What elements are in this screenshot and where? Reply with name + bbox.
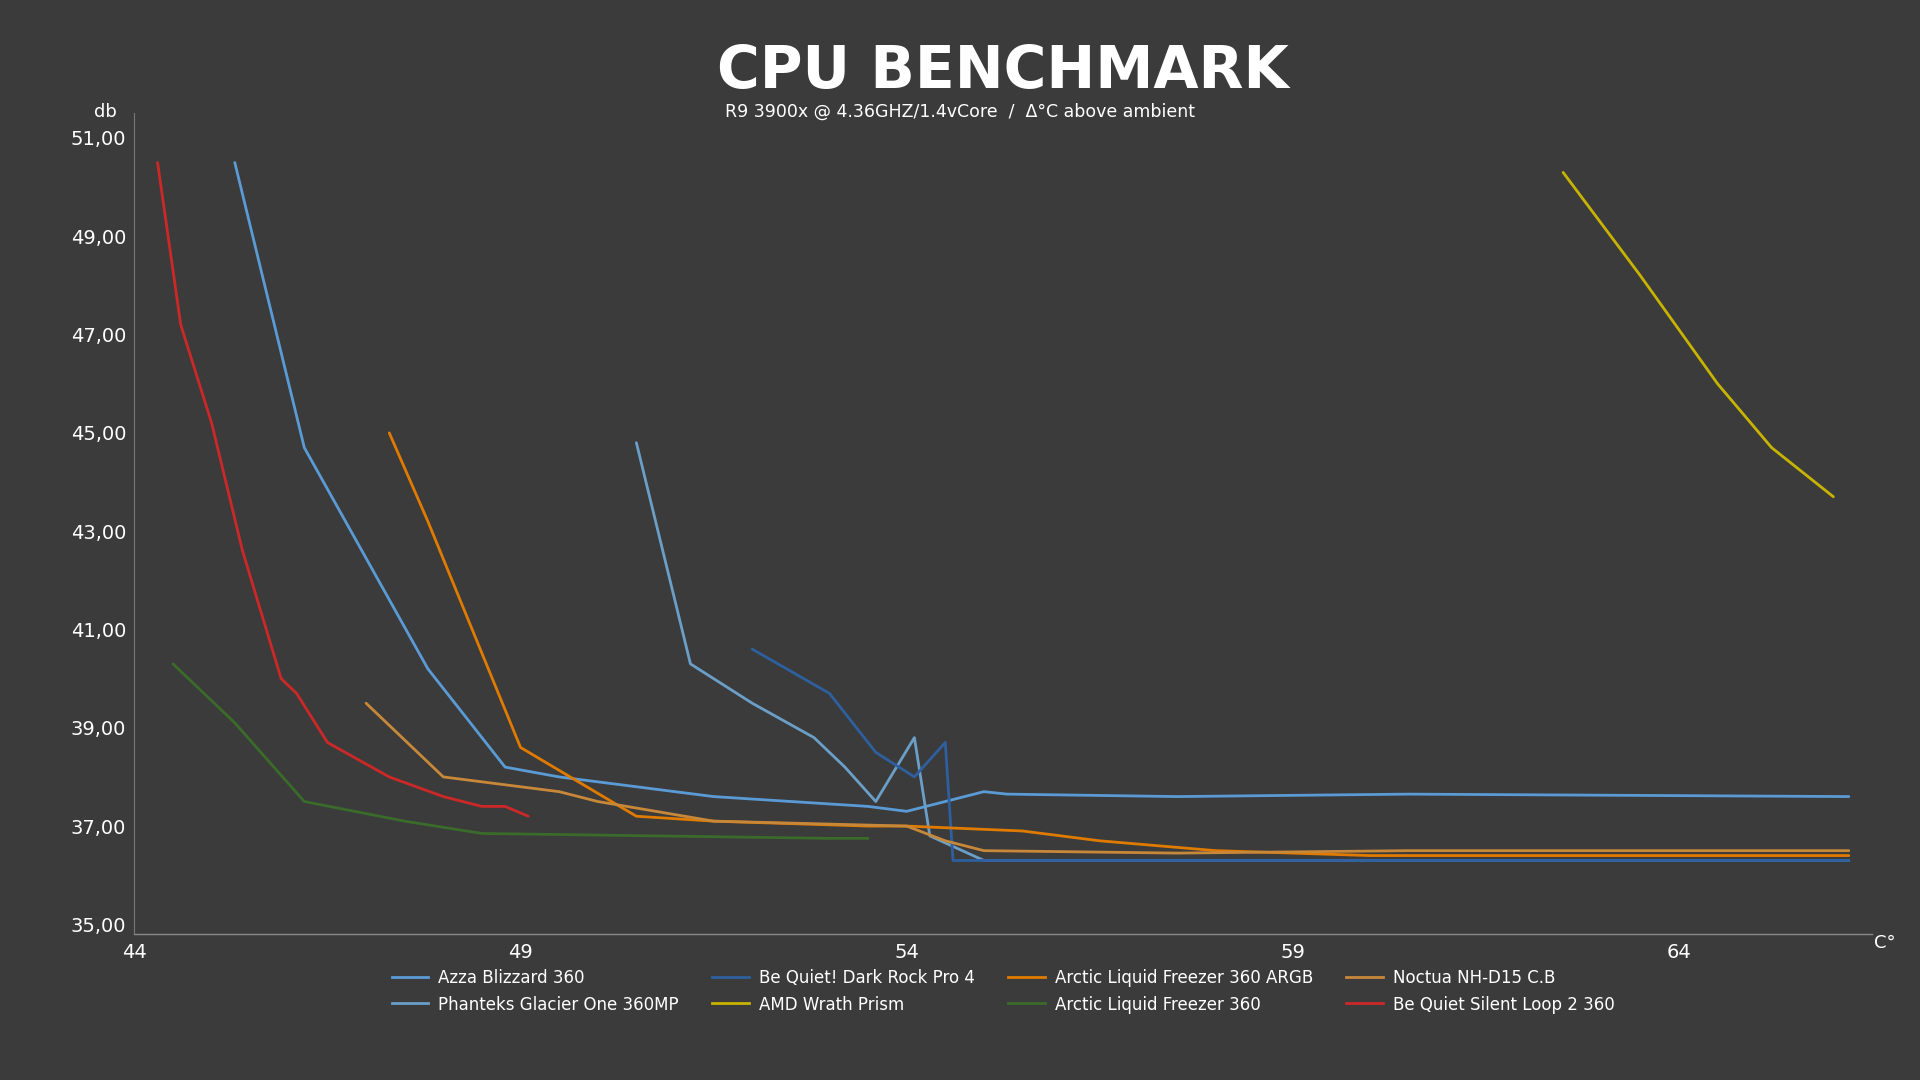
Text: db: db	[94, 103, 117, 121]
Legend: Azza Blizzard 360, Phanteks Glacier One 360MP, Be Quiet! Dark Rock Pro 4, AMD Wr: Azza Blizzard 360, Phanteks Glacier One …	[384, 962, 1622, 1021]
Text: R9 3900x @ 4.36GHZ/1.4vCore  /  Δ°C above ambient: R9 3900x @ 4.36GHZ/1.4vCore / Δ°C above …	[726, 103, 1194, 121]
Text: C°: C°	[1874, 934, 1895, 953]
Title: CPU BENCHMARK: CPU BENCHMARK	[718, 43, 1288, 100]
